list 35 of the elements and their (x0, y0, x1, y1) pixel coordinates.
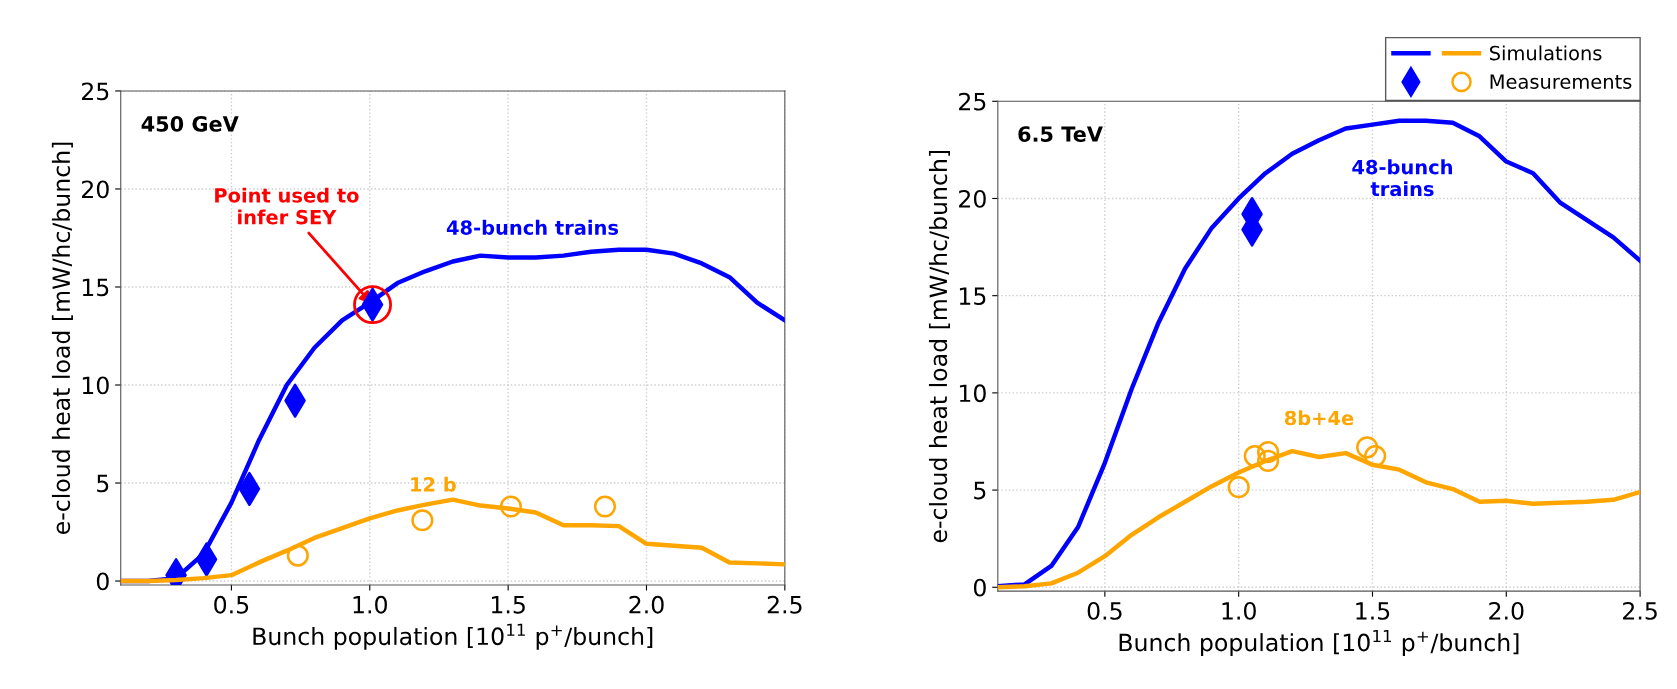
x-tick-label: 2.0 (1489, 602, 1524, 620)
x-tick-label: 2.5 (767, 595, 802, 614)
annotation: 8b+4e (1284, 410, 1354, 426)
x-tick-label: 1.0 (1222, 602, 1256, 620)
annotation: 48-bunch trains (1352, 159, 1452, 197)
x-tick-label: 0.5 (1087, 602, 1122, 620)
x-tick-label: 1.0 (353, 595, 387, 614)
y-tick-label: 0 (96, 572, 109, 591)
annotation: 450 GeV (141, 116, 239, 132)
annotation: 6.5 TeV (1018, 126, 1103, 142)
y-tick-label: 5 (974, 481, 986, 500)
annotation: 12 b (411, 476, 456, 492)
x-tick-label: 1.5 (1356, 602, 1390, 620)
y-tick-label: 25 (959, 92, 986, 111)
x-tick-label: 2.5 (1623, 602, 1657, 620)
y-axis-title: e-cloud heat load [mW/hc/bunch] (51, 142, 73, 534)
x-axis-title: Bunch population [10$^{11}$ p$^{+}$/bunch] (253, 623, 653, 650)
y-axis-title: e-cloud heat load [mW/hc/bunch] (928, 150, 950, 543)
x-tick-label: 2.0 (629, 595, 664, 614)
y-tick-label: 5 (97, 474, 109, 493)
x-tick-label: 0.5 (214, 595, 249, 614)
annotation: Point used to infer SEY (215, 187, 359, 225)
legend-label: Simulations (1490, 45, 1602, 61)
x-tick-label: 1.5 (491, 596, 525, 614)
y-tick-label: 10 (959, 384, 986, 403)
legend-label: Measurements (1490, 74, 1632, 89)
y-tick-label: 10 (82, 376, 109, 395)
y-tick-label: 25 (82, 82, 109, 101)
y-tick-label: 20 (82, 180, 109, 199)
y-tick-label: 15 (959, 287, 986, 305)
x-axis-title: Bunch population [10$^{11}$ p$^{+}$/bunch] (1119, 629, 1519, 656)
y-tick-label: 0 (973, 578, 986, 597)
annotation: 48-bunch trains (446, 219, 619, 235)
y-tick-label: 15 (82, 278, 109, 297)
y-tick-label: 20 (959, 189, 986, 208)
